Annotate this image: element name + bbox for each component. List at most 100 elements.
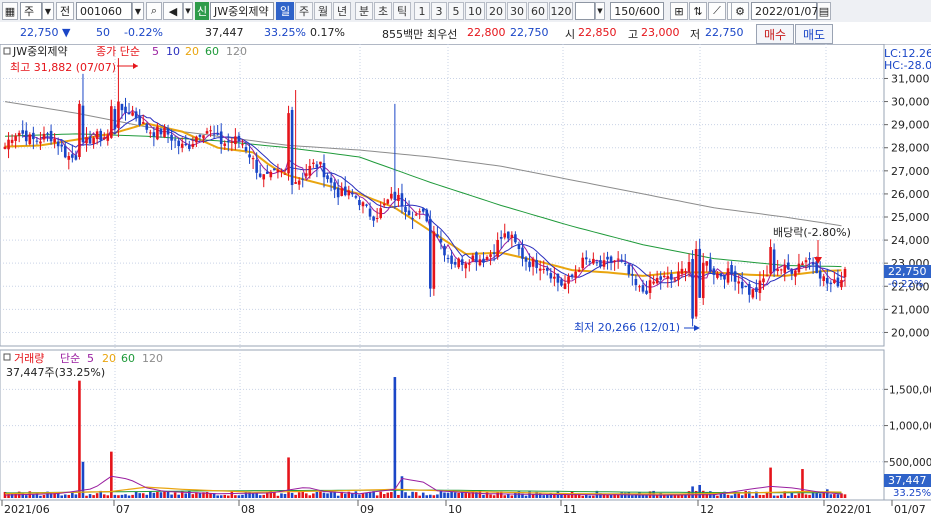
volume-bar [429, 494, 432, 498]
chart-axes: 20,00021,00022,00023,00024,00025,00026,0… [0, 72, 931, 516]
volume-bar [340, 491, 344, 498]
chevron-down-icon[interactable]: ▼ [42, 2, 54, 20]
interval-20[interactable]: 20 [486, 2, 506, 20]
candle-body [772, 249, 776, 272]
speaker-icon[interactable]: ◀ [163, 2, 183, 20]
code-input[interactable]: 001060 [76, 2, 132, 20]
candle-body [21, 130, 25, 134]
interval-30-label: 30 [510, 4, 524, 18]
volume-bar [258, 495, 262, 498]
stock-chart[interactable]: 20,00021,00022,00023,00024,00025,00026,0… [0, 44, 931, 517]
count-display[interactable]: 150/600 [610, 2, 664, 20]
candle-body [645, 290, 648, 294]
candle-body [152, 132, 156, 137]
volume-bar [584, 494, 588, 498]
grid-icon[interactable]: ▦ [2, 2, 18, 20]
volume-bar [251, 493, 255, 498]
volume-bar [567, 495, 570, 498]
custom-interval-input[interactable] [575, 2, 595, 20]
volume-bar [46, 491, 49, 498]
interval-1[interactable]: 1 [414, 2, 430, 20]
volume-bar [226, 495, 230, 498]
candle-body [779, 269, 783, 271]
last-volume-label: 37,447주(33.25%) [6, 366, 105, 379]
interval-10[interactable]: 10 [465, 2, 485, 20]
buy-button[interactable]: 매수 [756, 24, 794, 44]
ma60-line [4, 133, 842, 268]
candle-body [188, 145, 191, 149]
volume-bar [730, 495, 733, 498]
interval-120[interactable]: 120 [549, 2, 573, 20]
tab-year[interactable]: 년 [333, 2, 351, 20]
candle-body [145, 123, 149, 130]
trade-amount: 855백만 [382, 28, 424, 41]
candle-body [755, 287, 758, 292]
volume-bar [95, 493, 99, 498]
candle-body [102, 137, 106, 140]
chart-line-icon[interactable]: ⟋ [708, 2, 726, 20]
tab-month[interactable]: 월 [314, 2, 332, 20]
volume-bar [212, 493, 216, 498]
volume-bar [719, 493, 723, 498]
candle-body [503, 233, 507, 238]
candle-body [815, 261, 818, 274]
sell-button[interactable]: 매도 [795, 24, 833, 44]
interval-30[interactable]: 30 [507, 2, 527, 20]
volume-bar [329, 492, 333, 498]
candle-body [141, 122, 145, 124]
candle-settings-icon[interactable]: ⊞ [670, 2, 688, 20]
candle-body [244, 147, 248, 151]
price-axis-label: 24,000 [891, 234, 930, 247]
price-axis-label: 20,000 [891, 326, 930, 339]
volume-bar [262, 494, 266, 498]
quote-bar: 22,750 ▼ 50 -0.22% 37,447 33.25% 0.17% 8… [0, 22, 931, 45]
chevron-down-icon[interactable]: ▼ [183, 2, 193, 20]
tab-day[interactable]: 일 [276, 2, 294, 20]
candle-body [212, 133, 216, 135]
tab-tick[interactable]: 틱 [393, 2, 411, 20]
candle-body [584, 257, 588, 260]
date-input[interactable]: 2022/01/07 [751, 2, 818, 20]
volume-bar [499, 491, 503, 498]
candle-body [840, 279, 843, 288]
chevron-down-icon[interactable]: ▼ [132, 2, 144, 20]
candle-body [680, 268, 684, 274]
tab-minute-label: 분 [358, 5, 370, 18]
candle-body [737, 281, 740, 284]
candle-body [60, 144, 64, 147]
volume-bar [365, 492, 368, 498]
chevron-down-icon[interactable]: ▼ [595, 2, 605, 20]
tab-second[interactable]: 초 [374, 2, 392, 20]
candle-body [375, 217, 379, 219]
candle-body [567, 276, 570, 284]
prev-button[interactable]: 전 [56, 2, 74, 20]
volume-bar [450, 492, 453, 498]
candle-body [56, 141, 60, 147]
candle-body [262, 174, 266, 180]
volume-bar [790, 492, 794, 498]
volume-bar [588, 495, 592, 498]
period-select[interactable]: 주 [20, 2, 42, 20]
search-icon[interactable]: ⌕ [146, 2, 162, 20]
volume-bar [492, 495, 496, 498]
interval-5[interactable]: 5 [448, 2, 464, 20]
candle-body [694, 249, 698, 317]
volume-bar [99, 490, 102, 498]
interval-10-label: 10 [468, 4, 482, 18]
candle-body [631, 274, 634, 276]
volume-bar [460, 491, 464, 498]
volume-bar [475, 492, 478, 498]
calendar-icon[interactable]: ▤ [817, 2, 831, 20]
candle-body [843, 268, 847, 278]
gear-icon[interactable]: ⚙ [731, 2, 749, 20]
volume-bar [560, 494, 563, 498]
candle-body [655, 277, 659, 284]
current-ratio-tag: 33.25% [893, 488, 931, 499]
compare-icon[interactable]: ⇅ [689, 2, 707, 20]
volume-bar [623, 492, 627, 498]
tab-minute[interactable]: 분 [355, 2, 373, 20]
tab-week[interactable]: 주 [295, 2, 313, 20]
candle-body [662, 275, 666, 278]
interval-60[interactable]: 60 [528, 2, 548, 20]
interval-3[interactable]: 3 [431, 2, 447, 20]
